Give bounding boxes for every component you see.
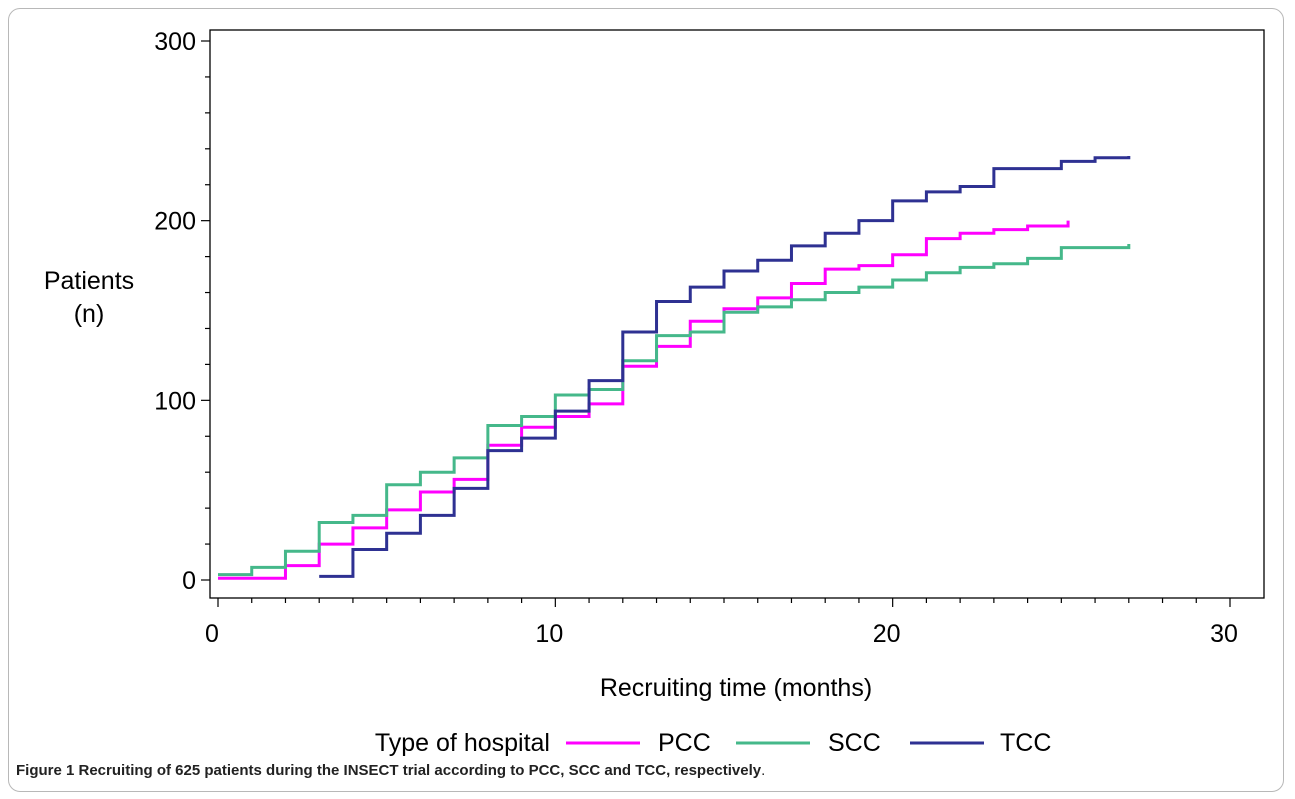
legend-label-pcc: PCC: [658, 729, 711, 757]
legend-label-scc: SCC: [828, 729, 881, 757]
series-line-scc: [218, 244, 1131, 577]
x-tick-label: 10: [535, 620, 563, 648]
y-axis-title-line-1: Patients: [44, 267, 134, 295]
y-tick-label: 300: [154, 28, 196, 56]
legend-title: Type of hospital: [375, 729, 550, 757]
caption-text: Figure 1 Recruiting of 625 patients duri…: [16, 762, 762, 779]
x-axis-title: Recruiting time (months): [600, 674, 872, 702]
axes: 0 100 200 300 0 10 20 30: [154, 28, 1265, 648]
y-axis-title-line-2: (n): [74, 300, 105, 328]
figure-caption: Figure 1 Recruiting of 625 patients duri…: [16, 762, 765, 779]
x-tick-label: 20: [873, 620, 901, 648]
x-tick-label: 30: [1210, 620, 1238, 648]
legend-label-tcc: TCC: [1000, 729, 1051, 757]
y-tick-label: 200: [154, 208, 196, 236]
series-line-pcc: [218, 220, 1070, 580]
series-line-tcc: [319, 155, 1131, 578]
labels-group: Recruiting time (months) Patients (n): [44, 267, 872, 702]
legend: Type of hospital PCC SCC TCC: [375, 729, 1052, 757]
step-line-chart: 0 100 200 300 0 10 20 30 Recruiting time (month…: [44, 28, 1265, 757]
plot-frame: [209, 29, 1265, 599]
x-tick-label: 0: [205, 620, 219, 648]
series-group: [218, 155, 1131, 580]
figure-frame: [8, 8, 1284, 792]
y-tick-label: 100: [154, 387, 196, 415]
caption-end: .: [761, 762, 766, 779]
y-tick-label: 0: [182, 567, 196, 595]
